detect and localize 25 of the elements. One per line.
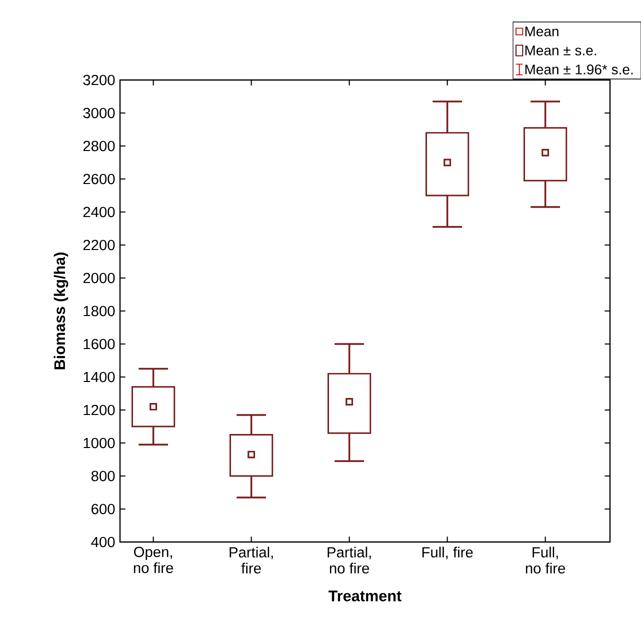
y-tick-label: 800 xyxy=(91,470,115,482)
y-tick-label: 2200 xyxy=(83,240,115,250)
y-tick-label: 1200 xyxy=(84,404,115,416)
x-tick-label: Partial, fire xyxy=(230,546,273,574)
y-tick-label: 2400 xyxy=(83,206,115,218)
text: Mean ± s.e. xyxy=(525,46,596,56)
y-tick-label: 600 xyxy=(92,504,115,514)
y-tick-label: 3000 xyxy=(83,108,115,118)
x-tick-label: Open, no fire xyxy=(134,546,174,574)
x-tick-label: Partial, no fire xyxy=(328,546,371,574)
y-tick-label: 2600 xyxy=(83,174,115,184)
y-tick-label: 1800 xyxy=(84,306,115,316)
y-tick-label: 400 xyxy=(91,536,115,548)
y-tick-label: 1600 xyxy=(84,338,115,350)
y-axis-title: Biomass (kg/ha) xyxy=(54,252,68,370)
x-axis-title: Treatment xyxy=(328,590,402,602)
text: Mean ± 1.96* s.e. xyxy=(525,64,633,74)
text: Mean xyxy=(525,26,558,36)
y-tick-label: 3200 xyxy=(83,74,115,86)
y-tick-label: 2000 xyxy=(83,272,115,284)
y-tick-label: 2800 xyxy=(83,140,115,152)
x-tick-label: Full, no fire xyxy=(526,546,566,574)
x-tick-label: Full, fire xyxy=(422,546,473,560)
y-tick-label: 1400 xyxy=(84,372,115,382)
y-tick-label: 1000 xyxy=(84,438,115,448)
